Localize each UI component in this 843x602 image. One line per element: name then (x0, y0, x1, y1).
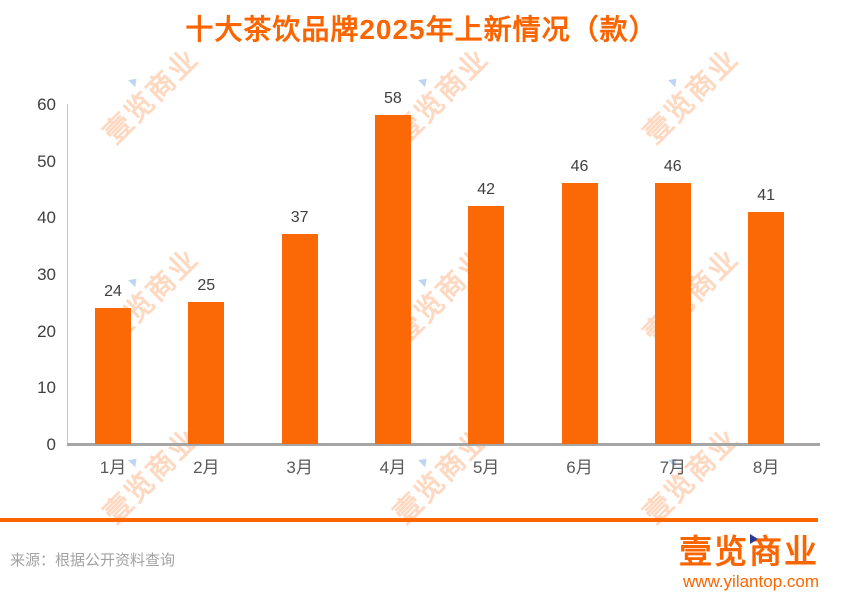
logo-triangle-icon (750, 534, 759, 544)
brand-logo: 壹览商业 www.yilantop.com (679, 534, 819, 592)
y-axis-tick-label: 20 (37, 321, 56, 341)
y-axis-tick-label: 10 (37, 378, 56, 398)
bar-5月 (468, 206, 505, 444)
bar-value-label: 46 (663, 158, 682, 176)
watermark-text: 壹览商业 (633, 38, 746, 151)
x-axis-label: 8月 (752, 458, 780, 477)
x-axis-label: 3月 (286, 458, 313, 477)
y-axis-tick-label: 0 (46, 435, 56, 454)
x-axis-label: 1月 (99, 458, 127, 477)
y-axis-tick-label: 30 (37, 265, 56, 284)
bar-value-label: 25 (197, 277, 216, 295)
chart-title: 十大茶饮品牌2025年上新情况（款） (185, 14, 658, 45)
x-axis-line (67, 443, 820, 446)
x-axis-label: 6月 (566, 458, 593, 477)
brand-url: www.yilantop.com (682, 572, 819, 591)
x-axis-label: 2月 (193, 458, 220, 477)
bar-value-label: 46 (570, 158, 589, 176)
y-axis-tick-label: 60 (37, 95, 56, 114)
x-axis-label: 4月 (379, 458, 407, 477)
bar-value-label: 37 (290, 209, 309, 227)
bar-4月 (374, 115, 411, 444)
source-text: 来源：根据公开资料查询 (10, 552, 176, 569)
bar-value-label: 58 (383, 90, 402, 108)
y-axis-tick-label: 50 (37, 151, 56, 171)
bar-7月 (654, 183, 691, 444)
bar-3月 (281, 234, 318, 444)
bar-8月 (748, 211, 785, 444)
y-axis-line (67, 104, 68, 444)
x-axis-label: 7月 (659, 458, 687, 477)
bar-1月 (95, 308, 131, 444)
bar-6月 (561, 183, 598, 444)
watermark-text: 壹览商业 (93, 38, 206, 151)
bar-value-label: 42 (477, 181, 496, 198)
bar-value-label: 41 (757, 186, 775, 204)
y-axis-tick-label: 40 (37, 208, 56, 228)
bar-2月 (188, 302, 225, 444)
footer-divider (0, 518, 818, 522)
brand-logo-text: 壹览商业 (679, 533, 819, 570)
x-axis-label: 5月 (472, 458, 500, 477)
bar-value-label: 24 (104, 283, 122, 300)
